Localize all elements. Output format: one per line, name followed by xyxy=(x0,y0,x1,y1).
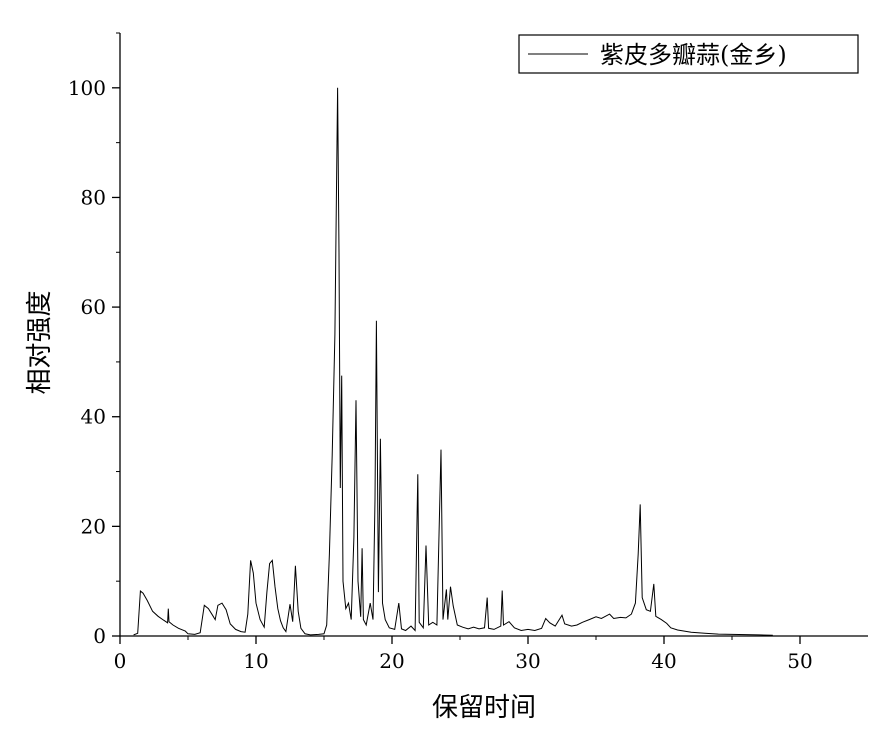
y-axis-title: 相对强度 xyxy=(25,290,55,394)
x-tick-label: 0 xyxy=(114,649,127,673)
x-axis-title: 保留时间 xyxy=(432,693,536,723)
x-tick-label: 40 xyxy=(651,649,676,673)
y-tick-label: 0 xyxy=(93,624,106,648)
x-tick-label: 10 xyxy=(243,649,268,673)
plot-area xyxy=(119,33,868,637)
y-tick-label: 40 xyxy=(81,405,106,429)
x-tick-label: 30 xyxy=(515,649,540,673)
series-line xyxy=(133,87,773,636)
y-axis-ticks: 0 20 40 60 80 100 xyxy=(68,32,120,648)
x-tick-label: 20 xyxy=(379,649,404,673)
y-tick-label: 60 xyxy=(81,295,106,319)
x-axis-ticks: 0 10 20 30 40 50 xyxy=(114,636,813,673)
y-tick-label: 20 xyxy=(81,514,106,538)
y-tick-label: 80 xyxy=(81,185,106,209)
legend: 紫皮多瓣蒜(金乡) xyxy=(518,34,859,74)
x-tick-label: 50 xyxy=(787,649,812,673)
legend-label: 紫皮多瓣蒜(金乡) xyxy=(600,41,787,69)
y-tick-label: 100 xyxy=(68,76,106,100)
